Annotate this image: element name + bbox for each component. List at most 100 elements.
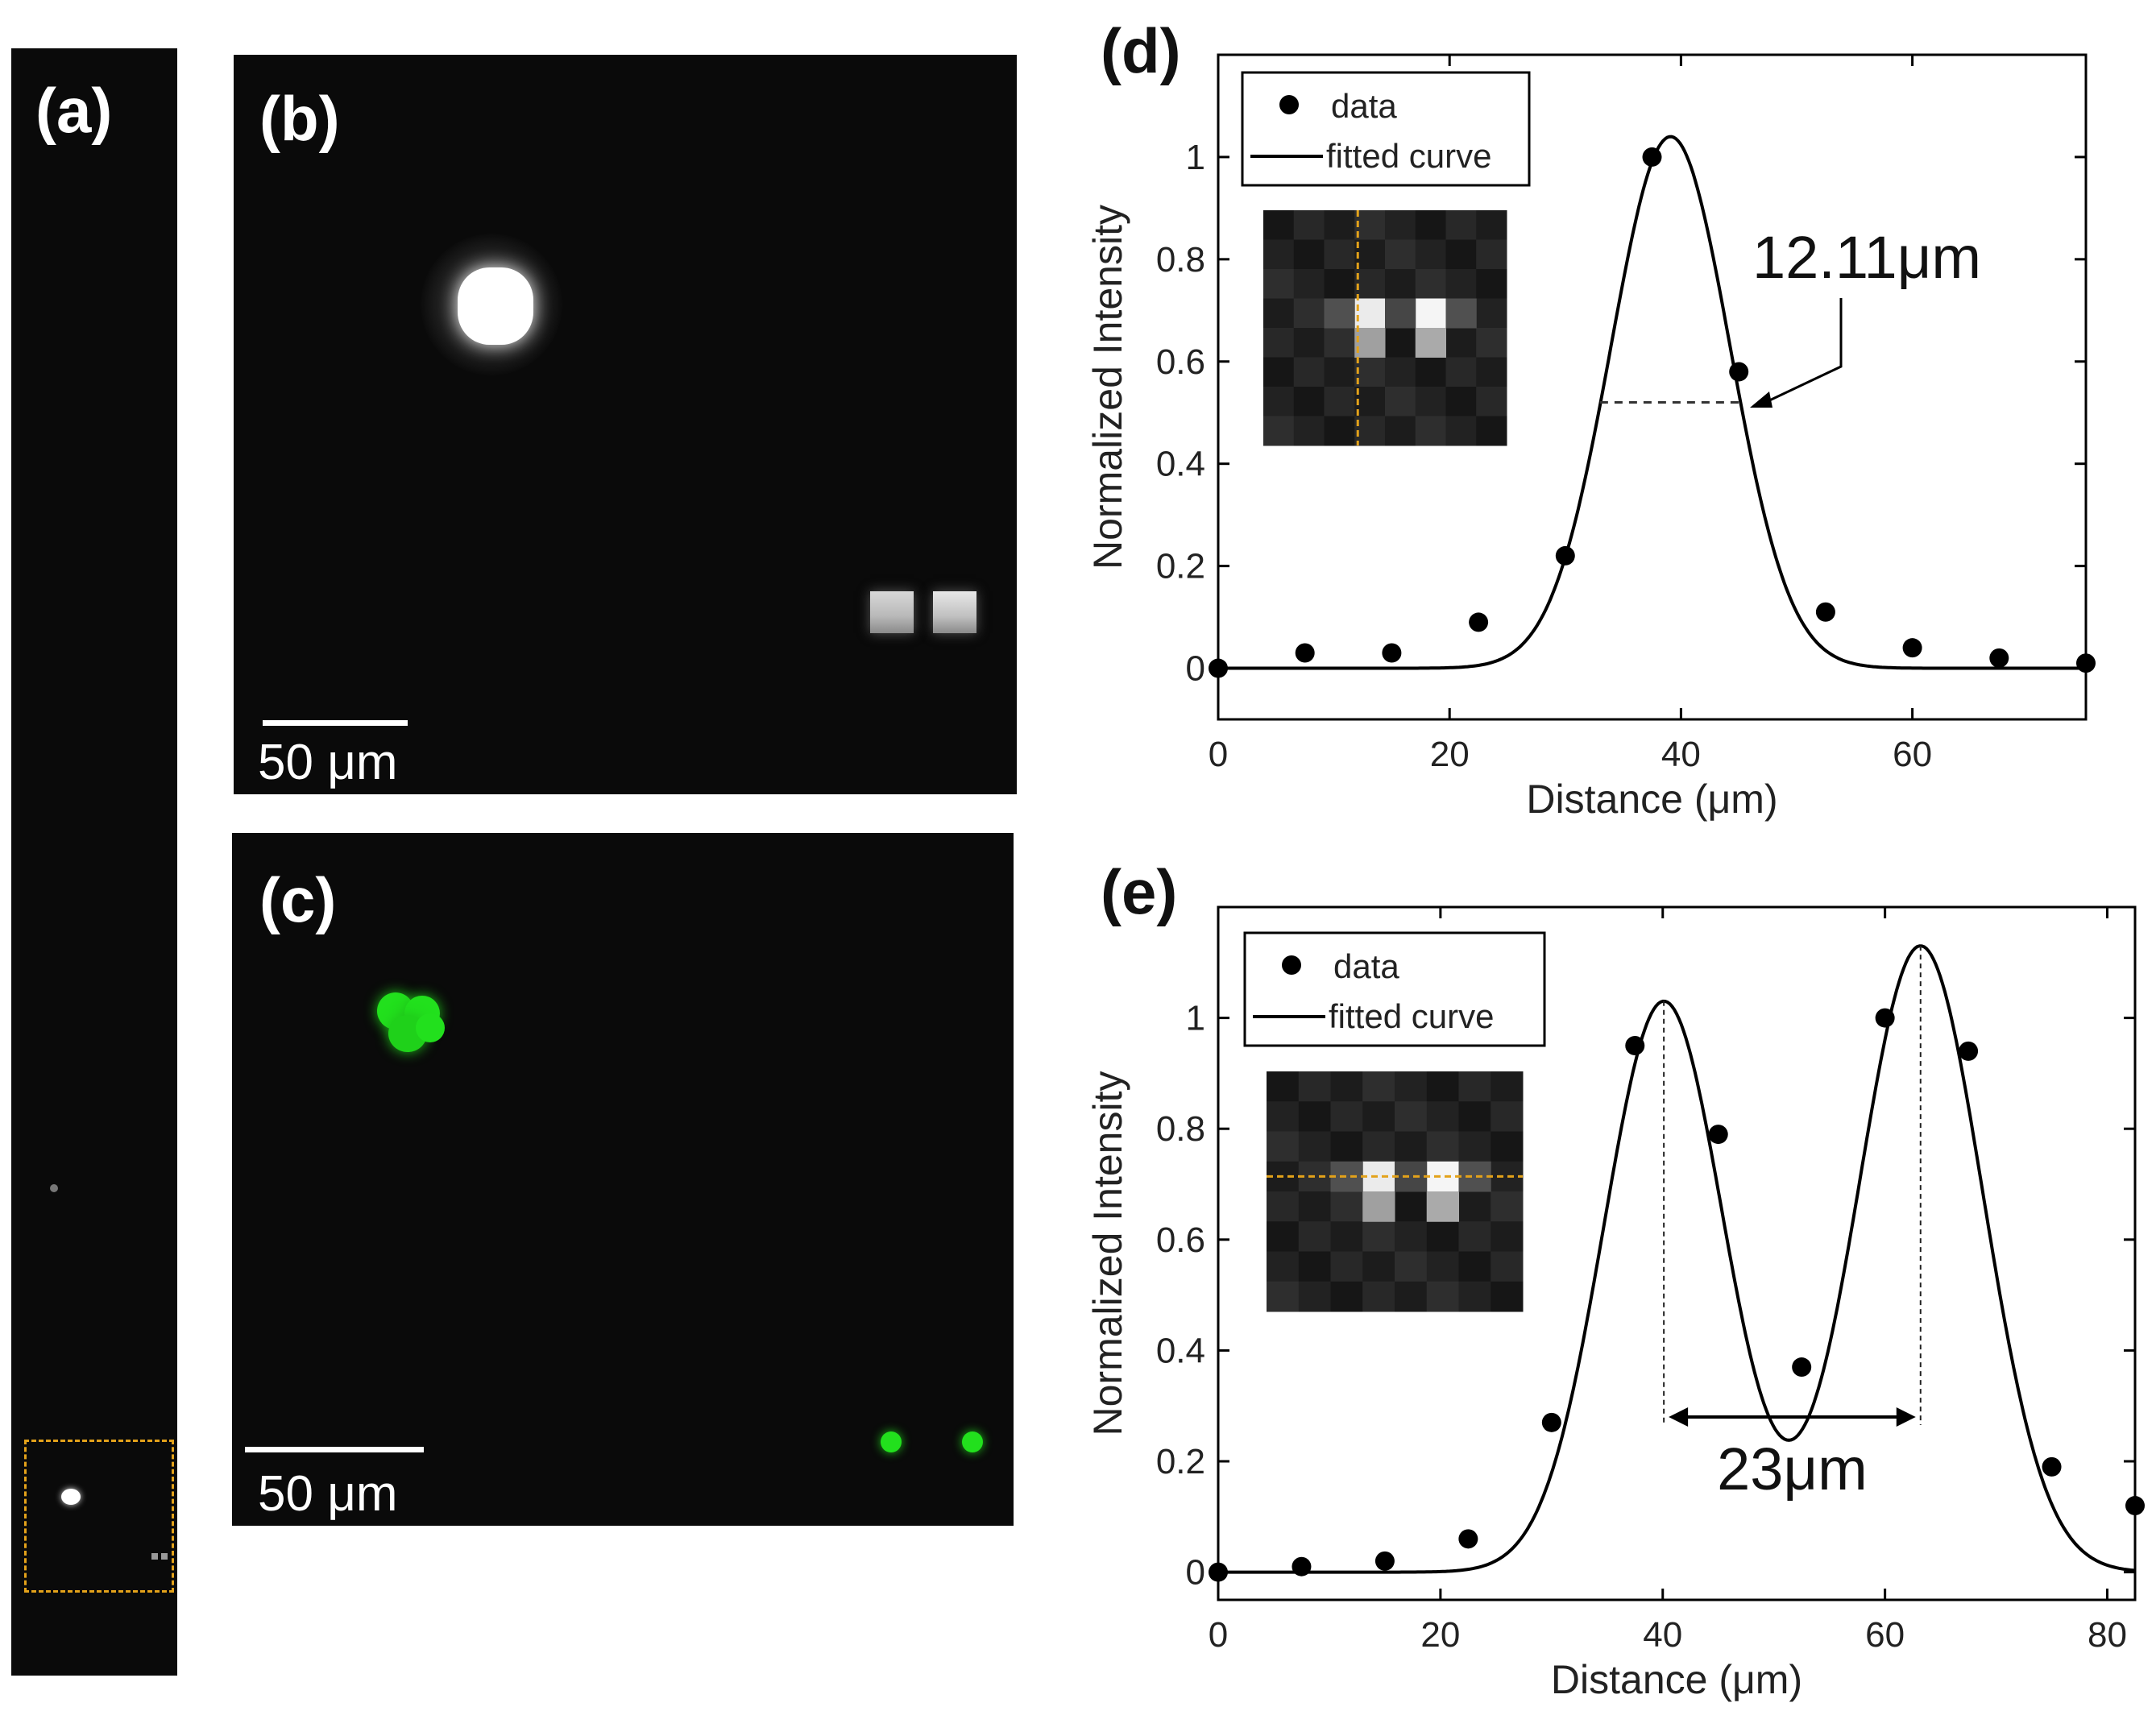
inset-bright-pixel bbox=[1415, 298, 1446, 329]
x-tick-label: 80 bbox=[2088, 1615, 2127, 1655]
bright-cell bbox=[458, 267, 533, 345]
data-point bbox=[1708, 1125, 1728, 1145]
inset-pixel bbox=[1267, 1131, 1300, 1162]
data-point bbox=[2125, 1496, 2145, 1516]
inset-bright-pixel bbox=[1354, 298, 1386, 329]
inset-pixel bbox=[1385, 210, 1416, 240]
y-tick-label: 0.4 bbox=[1156, 445, 1205, 484]
inset-pixel bbox=[1395, 1221, 1428, 1252]
inset-pixel bbox=[1298, 1221, 1331, 1252]
panel-e-label: (e) bbox=[1101, 856, 1178, 927]
inset-pixel bbox=[1362, 1221, 1395, 1252]
inset-pixel bbox=[1491, 1251, 1524, 1282]
inset-bright-pixel bbox=[1362, 1191, 1395, 1222]
inset-pixel bbox=[1445, 210, 1477, 240]
faint-spot bbox=[50, 1184, 58, 1192]
y-axis-label: Normalized Intensity bbox=[1085, 205, 1130, 570]
legend-label-data: data bbox=[1333, 947, 1399, 985]
inset-pixel bbox=[1267, 1191, 1300, 1222]
inset-pixel bbox=[1445, 239, 1477, 270]
data-point bbox=[1989, 648, 2009, 668]
distance-label: 23μm bbox=[1717, 1436, 1868, 1502]
inset-pixel bbox=[1491, 1131, 1524, 1162]
inset-pixel bbox=[1263, 357, 1295, 387]
inset-bright-pixel bbox=[1458, 1161, 1491, 1192]
inset-pixel bbox=[1330, 1101, 1363, 1132]
bright-cell bbox=[61, 1489, 81, 1505]
y-tick-label: 0.8 bbox=[1156, 240, 1205, 280]
inset-pixel bbox=[1362, 1281, 1395, 1312]
inset-pixel bbox=[1298, 1251, 1331, 1282]
green-cell-right bbox=[962, 1431, 983, 1452]
inset-pixel bbox=[1354, 416, 1386, 446]
x-axis-label: Distance (μm) bbox=[1526, 777, 1777, 822]
legend-marker-data bbox=[1279, 95, 1299, 114]
data-point bbox=[1295, 643, 1315, 663]
inset-pixel bbox=[1415, 269, 1446, 299]
inset-pixel bbox=[1298, 1101, 1331, 1132]
inset-pixel bbox=[1491, 1221, 1524, 1252]
inset-pixel bbox=[1293, 239, 1325, 270]
inset-pixel bbox=[1298, 1281, 1331, 1312]
inset-pixel bbox=[1324, 357, 1355, 387]
inset-pixel bbox=[1324, 416, 1355, 446]
panel-b-image: 50 μm bbox=[234, 55, 1017, 794]
paired-cell-left bbox=[870, 591, 914, 633]
inset-pixel bbox=[1458, 1131, 1491, 1162]
inset-pixel bbox=[1395, 1251, 1428, 1282]
data-point bbox=[1374, 1551, 1395, 1571]
inset-pixel bbox=[1354, 269, 1386, 299]
inset-pixel bbox=[1293, 210, 1325, 240]
inset-pixel bbox=[1445, 416, 1477, 446]
inset-pixel bbox=[1298, 1131, 1331, 1162]
inset-pixel bbox=[1491, 1281, 1524, 1312]
inset-pixel bbox=[1263, 298, 1295, 329]
inset-pixel bbox=[1395, 1191, 1428, 1222]
green-cell-cluster bbox=[377, 992, 458, 1057]
distance-arrow-head bbox=[1896, 1407, 1916, 1427]
inset-pixel bbox=[1476, 416, 1507, 446]
y-tick-label: 0 bbox=[1186, 1553, 1205, 1593]
y-tick-label: 0.6 bbox=[1156, 1220, 1205, 1260]
x-tick-label: 20 bbox=[1430, 735, 1470, 774]
x-tick-label: 40 bbox=[1643, 1615, 1682, 1655]
inset-pixel bbox=[1263, 210, 1295, 240]
scale-bar bbox=[263, 720, 408, 726]
inset-pixel bbox=[1324, 387, 1355, 416]
panel-c-label: (c) bbox=[259, 864, 337, 935]
inset-pixel bbox=[1263, 269, 1295, 299]
inset-pixel bbox=[1330, 1191, 1363, 1222]
inset-pixel bbox=[1385, 416, 1416, 446]
inset-pixel bbox=[1385, 357, 1416, 387]
inset-pixel bbox=[1415, 387, 1446, 416]
inset-pixel bbox=[1476, 387, 1507, 416]
y-tick-label: 0.4 bbox=[1156, 1331, 1205, 1370]
inset-pixel bbox=[1293, 269, 1325, 299]
inset-pixel bbox=[1458, 1221, 1491, 1252]
inset-pixel bbox=[1395, 1131, 1428, 1162]
scale-bar bbox=[245, 1447, 424, 1452]
inset-pixel bbox=[1491, 1191, 1524, 1222]
inset-pixel bbox=[1445, 328, 1477, 358]
data-point bbox=[1729, 362, 1749, 382]
inset-pixel bbox=[1426, 1071, 1459, 1102]
inset-pixel bbox=[1415, 357, 1446, 387]
legend-marker-data bbox=[1282, 955, 1301, 975]
legend-box bbox=[1243, 931, 1546, 1047]
paired-cell-right bbox=[933, 591, 976, 633]
fitted-curve-line bbox=[1218, 944, 2135, 1574]
inset-pixel bbox=[1330, 1251, 1363, 1282]
inset-pixel bbox=[1293, 328, 1325, 358]
y-axis-label: Normalized Intensity bbox=[1085, 1071, 1130, 1436]
y-tick-label: 1 bbox=[1186, 138, 1205, 177]
y-tick-label: 1 bbox=[1186, 999, 1205, 1038]
inset-pixel bbox=[1362, 1071, 1395, 1102]
inset-pixel bbox=[1263, 328, 1295, 358]
inset-pixel bbox=[1263, 239, 1295, 270]
inset-pixel bbox=[1324, 328, 1355, 358]
legend-label-fit: fitted curve bbox=[1326, 137, 1491, 175]
inset-pixel bbox=[1458, 1071, 1491, 1102]
inset-pixel bbox=[1293, 416, 1325, 446]
data-point bbox=[1469, 612, 1489, 632]
